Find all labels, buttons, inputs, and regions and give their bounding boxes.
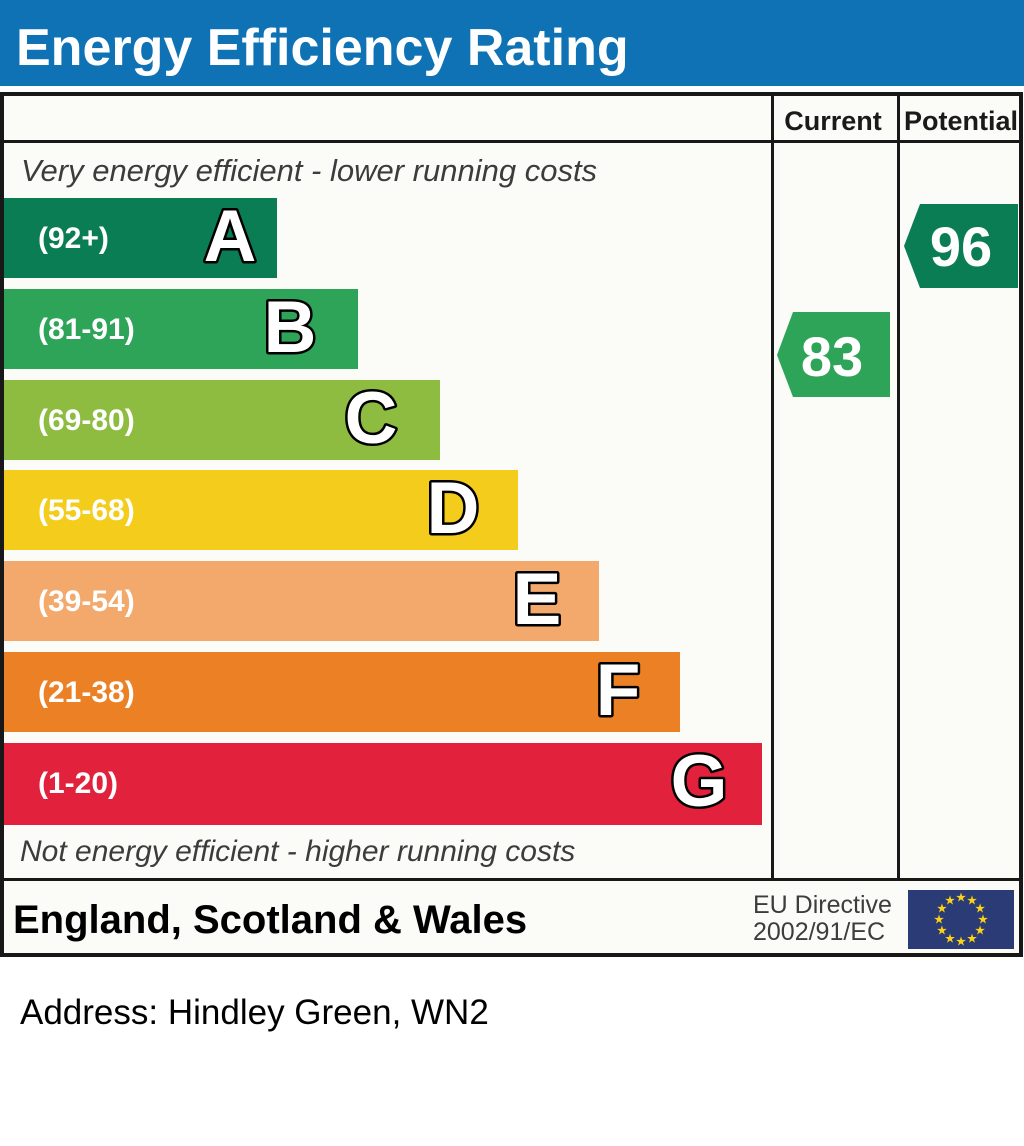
svg-text:(55-68): (55-68)	[38, 494, 135, 527]
svg-text:A: A	[204, 196, 257, 277]
svg-text:England, Scotland & Wales: England, Scotland & Wales	[13, 898, 527, 942]
svg-text:Very energy efficient - lower: Very energy efficient - lower running co…	[21, 153, 597, 188]
svg-text:83: 83	[801, 325, 863, 388]
svg-text:(92+): (92+)	[38, 222, 109, 255]
svg-text:Energy Efficiency Rating: Energy Efficiency Rating	[16, 19, 629, 77]
svg-text:C: C	[345, 378, 398, 459]
svg-text:F: F	[596, 650, 641, 731]
svg-text:96: 96	[930, 215, 992, 278]
svg-text:EU Directive: EU Directive	[753, 891, 892, 919]
svg-text:E: E	[513, 559, 562, 640]
svg-text:B: B	[264, 287, 317, 368]
svg-text:G: G	[671, 741, 728, 822]
svg-text:Current: Current	[784, 106, 882, 136]
svg-text:(69-80): (69-80)	[38, 404, 135, 437]
svg-text:Potential: Potential	[904, 106, 1018, 136]
svg-text:(1-20): (1-20)	[38, 767, 118, 800]
svg-text:Address: Hindley Green, WN2: Address: Hindley Green, WN2	[20, 993, 489, 1032]
svg-text:(21-38): (21-38)	[38, 676, 135, 709]
svg-text:2002/91/EC: 2002/91/EC	[753, 918, 885, 946]
svg-text:(39-54): (39-54)	[38, 585, 135, 618]
svg-text:(81-91): (81-91)	[38, 313, 135, 346]
svg-text:D: D	[427, 468, 480, 549]
svg-text:Not energy efficient - higher: Not energy efficient - higher running co…	[20, 835, 575, 868]
